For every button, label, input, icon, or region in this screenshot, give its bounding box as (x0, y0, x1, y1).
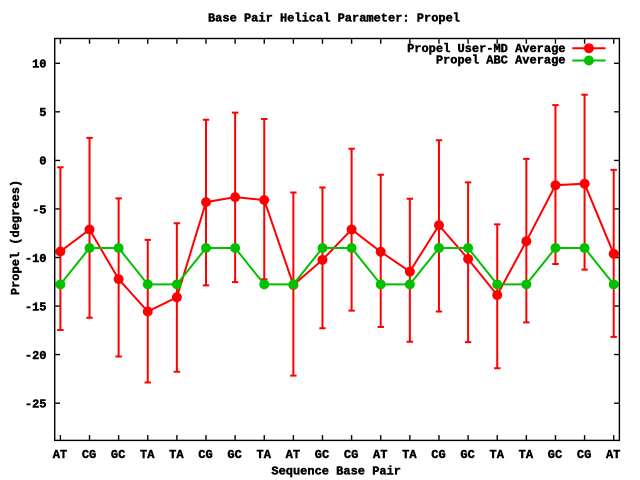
svg-text:-25: -25 (25, 397, 47, 411)
svg-text:Propel User-MD Average: Propel User-MD Average (407, 42, 565, 56)
svg-text:-10: -10 (25, 252, 47, 266)
svg-text:TA: TA (519, 448, 534, 462)
svg-text:10: 10 (32, 58, 46, 72)
svg-text:-5: -5 (32, 203, 46, 217)
svg-text:TA: TA (402, 448, 417, 462)
svg-text:GC: GC (460, 448, 474, 462)
svg-text:TA: TA (257, 448, 272, 462)
svg-text:CG: CG (431, 448, 445, 462)
svg-text:TA: TA (169, 448, 184, 462)
svg-text:GC: GC (315, 448, 329, 462)
svg-text:CG: CG (198, 448, 212, 462)
svg-text:Base Pair Helical Parameter: P: Base Pair Helical Parameter: Propel (208, 11, 460, 25)
svg-text:AT: AT (53, 448, 67, 462)
svg-text:-15: -15 (25, 300, 47, 314)
svg-text:CG: CG (82, 448, 96, 462)
svg-text:GC: GC (111, 448, 125, 462)
svg-text:5: 5 (39, 106, 46, 120)
svg-text:TA: TA (140, 448, 155, 462)
svg-text:0: 0 (39, 155, 46, 169)
svg-text:AT: AT (606, 448, 620, 462)
svg-text:Sequence Base Pair: Sequence Base Pair (271, 464, 401, 478)
svg-text:CG: CG (577, 448, 591, 462)
svg-text:-20: -20 (25, 349, 47, 363)
svg-text:TA: TA (490, 448, 505, 462)
svg-text:CG: CG (344, 448, 358, 462)
svg-text:Propel (degrees): Propel (degrees) (9, 180, 23, 295)
svg-text:GC: GC (227, 448, 241, 462)
svg-text:GC: GC (548, 448, 562, 462)
svg-text:AT: AT (286, 448, 300, 462)
svg-text:AT: AT (373, 448, 387, 462)
svg-text:Propel ABC Average: Propel ABC Average (436, 54, 566, 68)
